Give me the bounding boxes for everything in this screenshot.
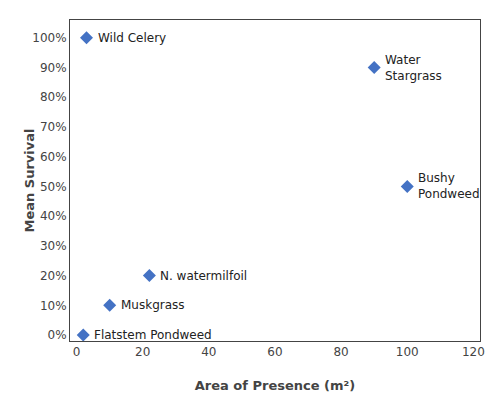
svg-text:90%: 90% xyxy=(40,61,67,75)
svg-text:Mean Survival: Mean Survival xyxy=(22,129,37,233)
svg-text:80%: 80% xyxy=(40,90,67,104)
svg-text:Flatstem Pondweed: Flatstem Pondweed xyxy=(94,328,212,342)
svg-text:0%: 0% xyxy=(48,328,67,342)
svg-text:WaterStargrass: WaterStargrass xyxy=(385,53,442,83)
svg-text:70%: 70% xyxy=(40,120,67,134)
svg-text:120: 120 xyxy=(462,345,485,359)
svg-text:20%: 20% xyxy=(40,269,67,283)
svg-text:BushyPondweed: BushyPondweed xyxy=(418,171,480,201)
svg-text:60: 60 xyxy=(267,345,282,359)
svg-text:80: 80 xyxy=(333,345,348,359)
svg-text:20: 20 xyxy=(135,345,150,359)
svg-text:Area of Presence (m²): Area of Presence (m²) xyxy=(195,378,355,393)
svg-text:100%: 100% xyxy=(32,31,66,45)
svg-text:30%: 30% xyxy=(40,239,67,253)
svg-text:50%: 50% xyxy=(40,180,67,194)
svg-text:40: 40 xyxy=(201,345,216,359)
svg-text:N. watermilfoil: N. watermilfoil xyxy=(160,269,247,283)
svg-text:100: 100 xyxy=(396,345,419,359)
svg-text:Muskgrass: Muskgrass xyxy=(121,298,185,312)
svg-text:10%: 10% xyxy=(40,299,67,313)
svg-text:60%: 60% xyxy=(40,150,67,164)
svg-text:0: 0 xyxy=(73,345,81,359)
svg-text:Wild Celery: Wild Celery xyxy=(98,31,166,45)
svg-text:40%: 40% xyxy=(40,209,67,223)
